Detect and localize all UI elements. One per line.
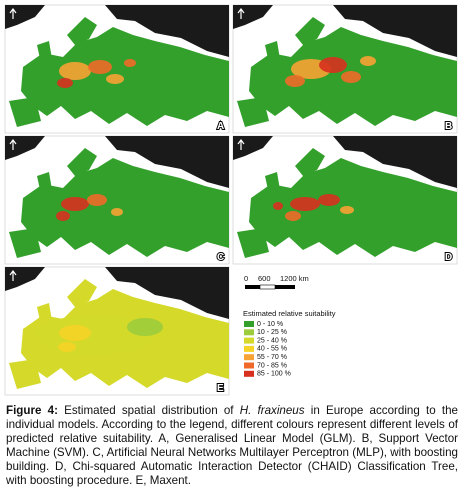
legend-label: 25 - 40 %	[257, 337, 287, 344]
out-of-range	[233, 136, 457, 188]
panel-letter: D	[445, 252, 452, 263]
suitability-area	[285, 75, 305, 87]
panel-letter: C	[217, 252, 224, 263]
legend-swatch	[244, 354, 254, 361]
caption-text: in Europe according to the individual mo…	[6, 404, 458, 487]
scale-bar	[275, 285, 295, 289]
figure: 0 600 1200 km Estimated relative suitabi…	[4, 4, 458, 396]
map-panel: C	[4, 135, 230, 265]
suitability-area	[59, 62, 91, 80]
legend-label: 40 - 55 %	[257, 346, 287, 353]
suitability-area	[124, 59, 136, 67]
caption-text: Estimated spatial distribution of	[64, 404, 234, 417]
panel-letter: E	[217, 383, 224, 394]
north-arrow	[237, 139, 245, 150]
suitability-area	[61, 197, 89, 211]
suitability-area	[318, 194, 340, 206]
suitability-area	[285, 211, 301, 221]
suitability-area	[319, 57, 347, 73]
land	[237, 148, 457, 258]
suitability-area	[93, 322, 117, 336]
legend-swatch	[244, 370, 254, 377]
suitability-area	[290, 197, 320, 211]
suitability-area	[360, 56, 376, 66]
legend-label: 70 - 85 %	[257, 362, 287, 369]
north-arrow	[9, 8, 17, 19]
legend: 0 600 1200 km Estimated relative suitabi…	[243, 274, 336, 378]
legend-label: 0 - 10 %	[257, 321, 283, 328]
scale-bar	[245, 285, 260, 289]
suitability-area	[56, 211, 70, 221]
suitability-area	[341, 71, 361, 83]
land	[9, 17, 229, 127]
panel-letter: B	[445, 121, 452, 132]
scale-label: 600	[258, 274, 271, 283]
suitability-area	[273, 202, 283, 210]
species: H. fraxineus	[239, 404, 305, 417]
suitability-area	[59, 325, 91, 341]
north-arrow	[9, 270, 17, 281]
legend-title: Estimated relative suitability	[243, 309, 336, 318]
map-panel: B	[232, 4, 458, 134]
out-of-range	[233, 5, 457, 57]
map-panel: D	[232, 135, 458, 265]
north-arrow	[237, 8, 245, 19]
suitability-area	[87, 194, 107, 206]
scale-bar	[259, 284, 276, 290]
suitability-area	[106, 74, 124, 84]
north-arrow	[9, 139, 17, 150]
caption-label: Figure 4:	[6, 404, 58, 417]
legend-swatch	[244, 345, 254, 352]
suitability-area	[127, 318, 163, 336]
legend-swatch	[244, 329, 254, 336]
legend-swatch	[244, 362, 254, 369]
legend-label: 55 - 70 %	[257, 354, 287, 361]
out-of-range	[5, 5, 229, 57]
caption: Figure 4: Estimated spatial distribution…	[6, 404, 458, 488]
panel-letter: A	[217, 121, 224, 132]
suitability-area	[88, 60, 112, 74]
land	[9, 148, 229, 258]
legend-swatch	[244, 337, 254, 344]
suitability-area	[58, 342, 76, 352]
map-panel: A	[4, 4, 230, 134]
legend-label: 10 - 25 %	[257, 329, 287, 336]
scale-label: 1200 km	[280, 274, 309, 283]
suitability-area	[57, 78, 73, 88]
legend-label: 85 - 100 %	[257, 371, 291, 378]
legend-swatch	[244, 321, 254, 327]
out-of-range	[5, 267, 229, 319]
scale-label: 0	[244, 274, 248, 283]
map-panel: E	[4, 266, 230, 396]
suitability-area	[111, 208, 123, 216]
suitability-area	[340, 206, 354, 214]
out-of-range	[5, 136, 229, 188]
